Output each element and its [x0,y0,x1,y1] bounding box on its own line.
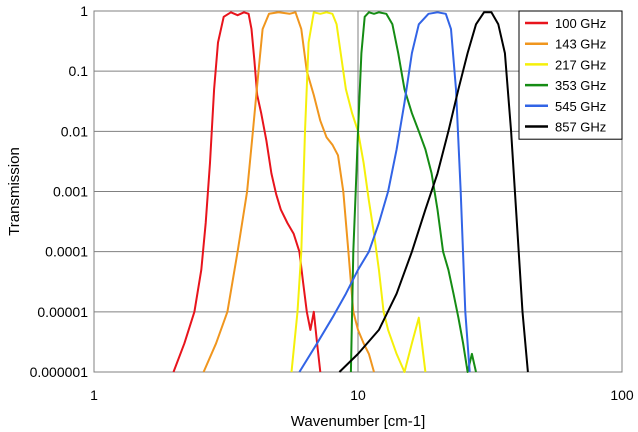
series-line-857-ghz [338,11,529,373]
y-tick-label: 0.00001 [37,304,88,320]
tick-labels: 0.000001 0.00001 0.0001 0.001 0.01 0.1 1 1 10 100 [30,3,634,403]
x-tick-label: 1 [90,387,98,403]
x-tick-label: 100 [610,387,634,403]
legend-box [518,10,623,140]
x-tick-label: 10 [350,387,366,403]
legend-label: 100 GHz [555,16,606,31]
legend-label: 545 GHz [555,99,606,114]
y-axis-title: Transmission [6,147,23,236]
series-lines [172,11,529,373]
series-line-100-ghz [172,11,322,373]
y-tick-label: 1 [80,3,88,19]
y-tick-label: 0.0001 [45,244,88,260]
legend-label: 217 GHz [555,57,606,72]
y-tick-label: 0.01 [61,123,88,139]
legend-label: 143 GHz [555,37,606,52]
legend-label: 857 GHz [555,120,606,135]
y-tick-label: 0.000001 [30,364,89,380]
legend: 100 GHz 143 GHz 217 GHz 353 GHz 545 GHz 857 G… [518,10,623,140]
plot-area-frame [93,10,623,373]
x-axis-title: Wavenumber [cm-1] [291,413,425,430]
series-line-217-ghz [290,11,427,373]
series-line-353-ghz [349,11,477,373]
y-tick-label: 0.1 [69,63,89,79]
series-line-545-ghz [298,11,471,373]
legend-label: 353 GHz [555,78,606,93]
y-tick-label: 0.001 [53,184,88,200]
